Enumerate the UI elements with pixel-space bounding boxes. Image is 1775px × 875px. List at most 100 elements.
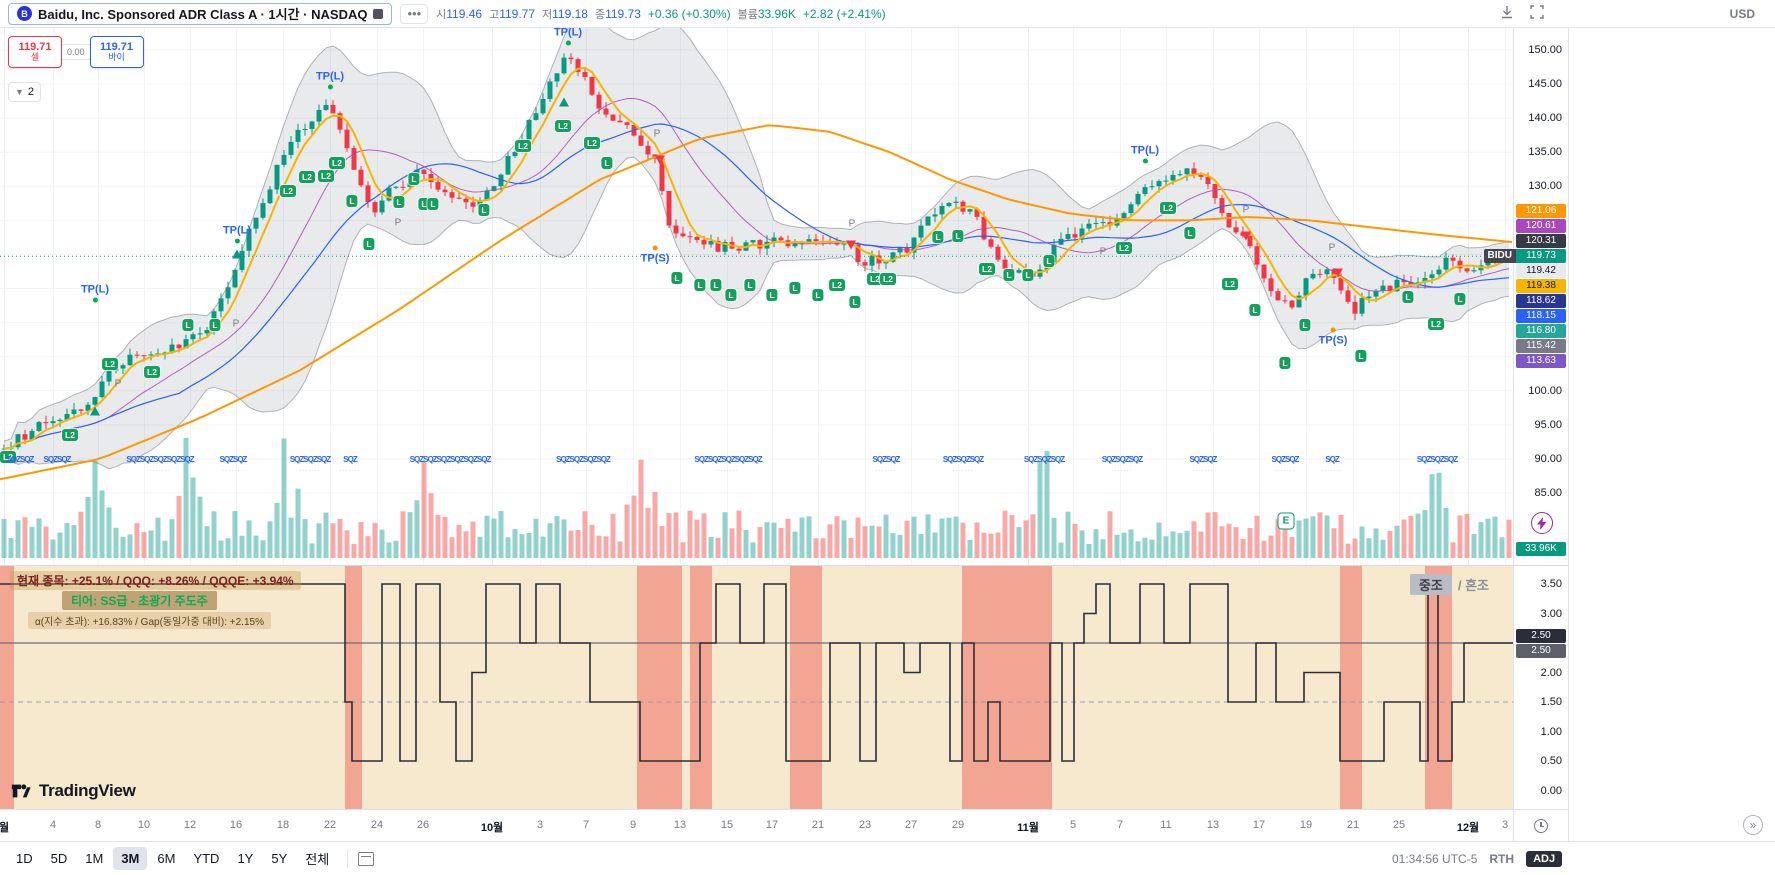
indicator-price-tag: 121.06 xyxy=(1516,204,1566,218)
range-button-5Y[interactable]: 5Y xyxy=(263,847,295,870)
baidu-logo-icon: B xyxy=(17,6,32,21)
symbol-flag-icon[interactable] xyxy=(373,8,384,19)
bottom-toolbar: 1D 5D 1M 3M 6M YTD 1Y 5Y 전체 01:34:56 UTC-5 RTH A… xyxy=(0,841,1775,875)
oscillator-axis-label: 3.50 xyxy=(1540,578,1562,590)
regime-rest: / 혼조 xyxy=(1457,578,1489,593)
high-label: 고 xyxy=(489,8,500,21)
buy-price: 119.71 xyxy=(100,40,134,53)
toolbar-divider xyxy=(347,849,349,868)
trade-panel: 119.71 셀 0.00 119.71 바이 xyxy=(8,36,144,68)
relative-performance-text: 현재 종목: +25.1% / QQQ: +8.26% / QQQE: +3.9… xyxy=(10,571,301,590)
time-axis-label: 18 xyxy=(276,819,290,831)
oscillator-overlay: 현재 종목: +25.1% / QQQ: +8.26% / QQQE: +3.9… xyxy=(0,566,1513,809)
symbol-title: Baidu, Inc. Sponsored ADR Class A · 1시간 … xyxy=(38,7,368,22)
range-button-전체[interactable]: 전체 xyxy=(297,845,337,872)
time-axis-label: 7 xyxy=(1116,819,1124,831)
range-button-3M[interactable]: 3M xyxy=(113,847,148,870)
oscillator-axis[interactable]: 3.50 3.00 2.00 1.50 1.00 0.50 0.00 2.50 2.50 xyxy=(1513,565,1568,809)
time-axis-label: 13 xyxy=(1206,819,1220,831)
symbol-more-button[interactable]: ••• xyxy=(400,3,429,24)
price-axis-label: 145.00 xyxy=(1528,78,1562,91)
range-button-1Y[interactable]: 1Y xyxy=(229,847,261,870)
time-axis[interactable]: 월 4 8 10 12 16 18 22 24 26 10월 3 7 9 13 15 17 21 23 27 29 11월… xyxy=(0,809,1513,841)
close-value: 119.73 xyxy=(605,6,641,21)
spread-value: 0.00 xyxy=(62,44,90,60)
range-button-1D[interactable]: 1D xyxy=(8,847,41,870)
go-to-date-icon[interactable] xyxy=(358,851,375,866)
date-range-switcher: 1D 5D 1M 3M 6M YTD 1Y 5Y 전체 xyxy=(8,845,337,872)
symbol-search-box[interactable]: B Baidu, Inc. Sponsored ADR Class A · 1시… xyxy=(8,2,393,25)
time-axis-label: 26 xyxy=(416,819,430,831)
symbol-tag-prefix: BIDU xyxy=(1483,249,1516,263)
time-axis-label: 9 xyxy=(629,819,637,831)
price-axis-label: 100.00 xyxy=(1528,384,1562,397)
price-axis-label: 135.00 xyxy=(1528,146,1562,159)
oscillator-value-badge: 2.50 xyxy=(1516,629,1566,643)
oscillator-chart[interactable] xyxy=(0,566,1513,809)
top-toolbar: B Baidu, Inc. Sponsored ADR Class A · 1시… xyxy=(0,0,1775,28)
volume-axis-badge: 33.96K xyxy=(1516,542,1566,556)
sell-button[interactable]: 119.71 셀 xyxy=(8,36,62,68)
high-value: 119.77 xyxy=(499,6,535,21)
adjusted-toggle[interactable]: ADJ xyxy=(1526,850,1563,867)
time-axis-label: 13 xyxy=(673,819,687,831)
range-button-6M[interactable]: 6M xyxy=(149,847,183,870)
time-axis-label: 월 xyxy=(0,822,10,834)
buy-button[interactable]: 119.71 바이 xyxy=(89,36,144,68)
download-icon[interactable] xyxy=(1500,5,1514,24)
time-axis-label: 7 xyxy=(582,819,590,831)
range-button-YTD[interactable]: YTD xyxy=(185,847,227,870)
price-axis-label: 130.00 xyxy=(1528,180,1562,193)
volume-change-value: +2.82 (+2.41%) xyxy=(802,6,886,21)
oscillator-axis-label: 0.50 xyxy=(1540,755,1562,767)
regime-readout: 중조 / 혼조 xyxy=(1409,574,1489,595)
indicator-price-tag: 116.80 xyxy=(1516,324,1566,338)
time-axis-label: 24 xyxy=(370,819,384,831)
time-axis-settings-icon[interactable] xyxy=(1534,818,1548,833)
range-button-1M[interactable]: 1M xyxy=(77,847,111,870)
indicator-price-tag: 118.62 xyxy=(1516,294,1566,308)
tradingview-logo[interactable]: TradingView xyxy=(10,780,136,802)
indicators-collapse-chip[interactable]: ▼ 2 xyxy=(8,82,42,102)
oscillator-axis-label: 0.00 xyxy=(1540,784,1562,797)
volume-value: 33.96K xyxy=(757,6,796,21)
sell-label: 셀 xyxy=(30,52,40,63)
low-label: 저 xyxy=(542,8,553,21)
current-price-value: 119.73 xyxy=(1516,249,1566,263)
tier-text: 티어: SS급 - 초광기 주도주 xyxy=(62,591,217,610)
price-pane[interactable]: L2 L2 L2 L2 L L L2 L2 L2 L2 L L L L L L L L2 L2 L2 L L L L L L L L L… xyxy=(0,28,1513,565)
range-button-5D[interactable]: 5D xyxy=(43,847,76,870)
time-axis-label: 29 xyxy=(951,819,965,831)
price-axis[interactable]: 150.00 145.00 140.00 135.00 130.00 100.00 95.0… xyxy=(1483,28,1568,565)
session-toggle[interactable]: RTH xyxy=(1489,851,1515,866)
time-axis-label: 10 xyxy=(137,819,151,831)
oscillator-pane[interactable]: 현재 종목: +25.1% / QQQ: +8.26% / QQQE: +3.9… xyxy=(0,565,1513,809)
oscillator-value-badge: 2.50 xyxy=(1516,644,1566,658)
time-axis-label: 27 xyxy=(904,819,918,831)
indicator-price-tag: 120.61 xyxy=(1516,219,1566,233)
time-axis-label: 11 xyxy=(1160,819,1172,831)
volume-label: 볼륨 xyxy=(737,8,758,21)
buy-label: 바이 xyxy=(108,52,125,63)
time-axis-label: 21 xyxy=(1346,819,1360,831)
price-axis-label: 85.00 xyxy=(1534,486,1562,499)
candlestick-chart[interactable] xyxy=(0,28,1513,565)
indicator-price-tag: 113.63 xyxy=(1516,354,1566,368)
fullscreen-icon[interactable] xyxy=(1530,4,1544,24)
scroll-to-realtime-button[interactable]: » xyxy=(1743,815,1763,835)
price-axis-label: 95.00 xyxy=(1534,418,1562,431)
time-axis-label: 12월 xyxy=(1456,822,1480,834)
low-value: 119.18 xyxy=(552,6,588,21)
time-axis-label: 17 xyxy=(765,819,779,831)
time-axis-label: 23 xyxy=(858,819,872,831)
clock-readout: 01:34:56 UTC-5 xyxy=(1392,851,1478,866)
indicator-price-tag: 119.42 xyxy=(1516,264,1566,278)
sell-price: 119.71 xyxy=(18,40,52,53)
close-label: 종 xyxy=(594,8,606,21)
price-axis-label: 150.00 xyxy=(1528,44,1562,56)
currency-toggle[interactable]: USD xyxy=(1729,6,1755,21)
time-axis-label: 19 xyxy=(1299,819,1313,831)
tradingview-mark-icon xyxy=(11,784,31,798)
boost-lightning-icon[interactable] xyxy=(1531,512,1553,534)
indicator-price-tag: 120.31 xyxy=(1516,234,1566,248)
